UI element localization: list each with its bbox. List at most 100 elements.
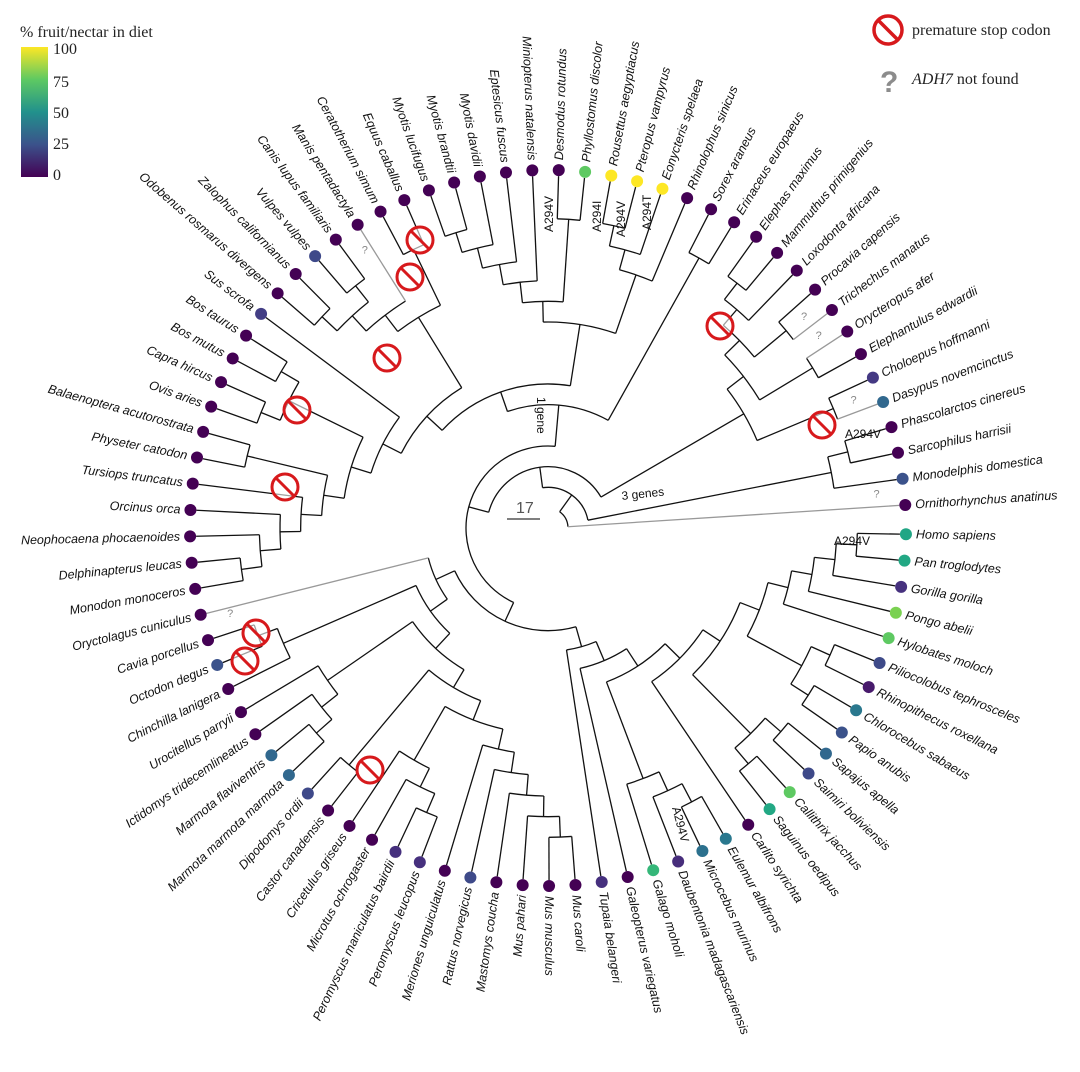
- legend-tick: 75: [53, 74, 69, 91]
- branch: [808, 590, 891, 612]
- taxon-label: Monodon monoceros: [68, 584, 186, 618]
- branch: [455, 232, 463, 253]
- branch-arc: [308, 723, 325, 742]
- tip-dot: [398, 194, 411, 207]
- tip-dot: [389, 845, 402, 858]
- branch: [575, 626, 583, 647]
- branch-arc: [527, 815, 560, 818]
- branch: [850, 453, 893, 464]
- tip-dot: [896, 472, 909, 485]
- branch-arc: [801, 685, 815, 706]
- branch: [206, 557, 429, 614]
- tip-dot: [825, 303, 838, 316]
- branch: [360, 229, 407, 302]
- branch: [241, 565, 263, 571]
- tip-dot: [351, 218, 364, 231]
- taxon-label: Homo sapiens: [916, 527, 996, 542]
- branch: [569, 324, 581, 386]
- branch-arc: [806, 357, 819, 379]
- mutation-label: A294I: [590, 201, 604, 232]
- not-found-marker: ?: [816, 330, 822, 342]
- branch: [824, 664, 864, 685]
- branch: [331, 771, 359, 807]
- branch-arc: [256, 401, 267, 424]
- branch: [413, 706, 446, 761]
- branch: [292, 741, 325, 772]
- branch: [496, 793, 511, 877]
- branch: [338, 244, 366, 280]
- branch: [702, 629, 721, 642]
- tip-dot: [329, 233, 342, 246]
- branch: [692, 674, 752, 735]
- branch: [348, 669, 430, 766]
- tip-dot: [621, 871, 634, 884]
- tip-dot: [873, 656, 886, 669]
- stop-codon-icon: [372, 343, 402, 373]
- branch-arc: [507, 404, 609, 421]
- tip-dot: [854, 348, 867, 361]
- branch-arc: [739, 755, 758, 772]
- branch: [265, 316, 400, 418]
- symbol-legend: premature stop codon ? ADH7 not found: [872, 14, 1051, 99]
- mutation-label: A294V: [834, 534, 870, 548]
- branch: [250, 338, 288, 363]
- branch: [726, 375, 744, 390]
- branch-arc: [579, 648, 627, 670]
- stop-codon-icon: [241, 618, 271, 648]
- branch-arc: [548, 835, 572, 838]
- tip-dot: [672, 855, 685, 868]
- branch: [565, 649, 602, 877]
- branch-arc: [619, 269, 653, 282]
- tip-dot: [194, 608, 207, 621]
- branch: [299, 277, 331, 310]
- taxon-label: Galago moholi: [649, 878, 686, 960]
- mutation-label: A294V: [614, 201, 628, 237]
- tip-dot: [866, 371, 879, 384]
- branch-arc: [317, 665, 339, 695]
- taxon-label: Marmota flaviventris: [173, 756, 268, 838]
- branch: [701, 796, 724, 834]
- tip-dot: [809, 283, 822, 296]
- branch: [778, 293, 812, 323]
- tip-dot: [850, 704, 863, 717]
- tip-dot: [552, 164, 565, 177]
- branch-arc: [454, 570, 577, 632]
- tree-branches: [196, 176, 900, 881]
- branch: [421, 816, 438, 857]
- stop-codon-icon: [270, 472, 300, 502]
- branch: [624, 186, 637, 229]
- branch: [430, 195, 446, 237]
- legend-tick: 100: [53, 41, 77, 58]
- branch: [539, 467, 544, 488]
- tip-dot: [877, 396, 890, 409]
- branch: [727, 241, 754, 277]
- branch: [554, 405, 560, 447]
- tip-dot: [763, 803, 776, 816]
- taxon-label: Sarcophilus harrisii: [906, 421, 1013, 457]
- branch: [412, 249, 442, 306]
- legend-tick: 0: [53, 167, 61, 184]
- branch: [832, 574, 896, 587]
- branch: [790, 683, 809, 696]
- tip-dot: [516, 879, 529, 892]
- branch-arc: [772, 722, 789, 741]
- branch: [315, 718, 333, 734]
- branch: [311, 756, 341, 790]
- branch: [355, 285, 369, 303]
- mutation-label: A294V: [669, 805, 692, 843]
- branch: [792, 313, 828, 341]
- tip-dot: [889, 606, 902, 619]
- not-found-marker: ?: [362, 245, 368, 257]
- branch: [738, 770, 767, 805]
- branch: [600, 413, 745, 498]
- branch-arc: [311, 693, 333, 720]
- branch-arc: [274, 361, 288, 382]
- branch-arc: [609, 245, 641, 256]
- branch: [748, 274, 794, 321]
- branch: [321, 316, 338, 332]
- branch-arc: [415, 807, 438, 818]
- branch-arc: [727, 275, 747, 291]
- taxon-label: Neophocaena phocaenoides: [21, 530, 180, 548]
- taxon-label: Erinaceus europaeus: [733, 109, 806, 217]
- branch: [519, 282, 524, 303]
